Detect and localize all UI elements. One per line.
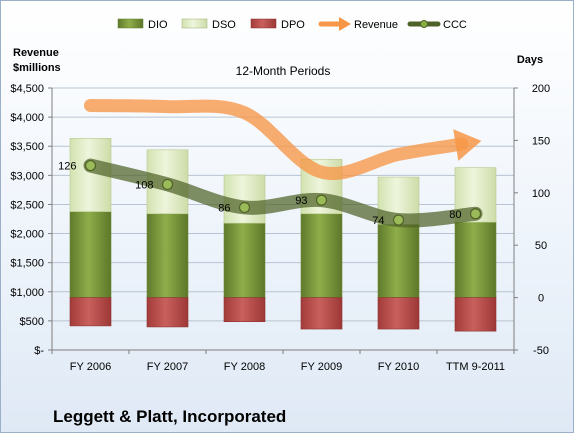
legend-label-dpo: DPO xyxy=(281,19,305,31)
y-right-tick-label: -50 xyxy=(533,345,549,357)
y-left-tick-label: $4,500 xyxy=(10,83,44,95)
axes: $- $500 $1,000 $1,500 $2,000 $2,500 $3,000 $3,5… xyxy=(10,83,550,373)
y-left-tick-label: $500 xyxy=(20,316,44,328)
revenue-arrowhead xyxy=(453,129,482,161)
y-left-tick-label: $1,500 xyxy=(10,258,44,270)
y-left-tick-label: $- xyxy=(34,345,44,357)
legend-label-revenue: Revenue xyxy=(354,19,398,31)
ccc-point xyxy=(161,178,174,191)
y-left-tick-label: $1,000 xyxy=(10,287,44,299)
ccc-point xyxy=(84,159,97,172)
bar-dio xyxy=(146,213,189,298)
lines: 126 108 86 93 74 80 xyxy=(58,98,483,228)
x-tick-label: FY 2006 xyxy=(70,361,111,373)
company-name: Leggett & Platt, Incorporated xyxy=(53,407,286,426)
bar-dpo xyxy=(377,297,420,330)
x-tick-label: FY 2008 xyxy=(224,361,265,373)
legend-swatch-dso xyxy=(181,18,208,29)
ccc-data-label: 74 xyxy=(372,215,384,227)
bar-dpo xyxy=(223,297,266,323)
legend-label-dio: DIO xyxy=(148,19,168,31)
legend-swatch-dio xyxy=(117,18,144,29)
legend-swatch-ccc xyxy=(407,20,441,28)
y-left-label-line-1: Revenue xyxy=(13,47,59,59)
legend-swatch-revenue xyxy=(318,17,351,31)
ccc-data-label: 80 xyxy=(449,209,461,221)
chart-subtitle: 12-Month Periods xyxy=(236,64,331,78)
x-tick-label: TTM 9-2011 xyxy=(446,361,505,373)
y-left-tick-label: $3,000 xyxy=(10,170,44,182)
bar-dio xyxy=(454,221,497,298)
ccc-point xyxy=(469,208,482,220)
ccc-data-label: 93 xyxy=(295,195,307,207)
bar-dio xyxy=(69,211,112,298)
bar-dio xyxy=(223,222,266,298)
y-right-tick-label: 200 xyxy=(532,83,550,95)
legend-label-dso: DSO xyxy=(212,19,236,31)
bar-dpo xyxy=(300,297,343,330)
bar-dpo xyxy=(146,297,189,328)
ccc-point xyxy=(238,201,251,214)
x-tick-label: FY 2007 xyxy=(147,361,188,373)
x-tick-label: FY 2009 xyxy=(301,361,342,373)
legend-swatch-dpo xyxy=(250,18,277,29)
y-right-label: Days xyxy=(517,54,543,66)
bars xyxy=(69,138,497,332)
bar-dpo xyxy=(454,297,497,332)
ccc-point xyxy=(315,194,328,206)
x-tick-label: FY 2010 xyxy=(378,361,419,373)
ccc-data-label: 108 xyxy=(135,179,153,191)
y-left-label-line-2: $millions xyxy=(13,62,61,74)
y-right-tick-label: 150 xyxy=(532,135,550,147)
y-left-tick-label: $3,500 xyxy=(10,141,44,153)
ccc-point xyxy=(392,214,405,226)
bar-dpo xyxy=(69,297,112,327)
chart-legend: DIO DSO DPO Revenue CCC xyxy=(117,17,467,31)
y-left-tick-label: $4,000 xyxy=(10,112,44,124)
ccc-data-label: 126 xyxy=(58,161,76,173)
ccc-data-label: 86 xyxy=(218,202,230,214)
y-right-tick-label: 100 xyxy=(532,188,550,200)
revenue-line xyxy=(84,98,469,180)
bar-dio xyxy=(300,213,343,298)
y-right-tick-label: 50 xyxy=(535,240,547,252)
y-left-tick-label: $2,000 xyxy=(10,229,44,241)
bar-dio xyxy=(377,223,420,298)
y-right-tick-label: 0 xyxy=(538,293,544,305)
legend-label-ccc: CCC xyxy=(443,19,467,31)
y-left-tick-label: $2,500 xyxy=(10,199,44,211)
